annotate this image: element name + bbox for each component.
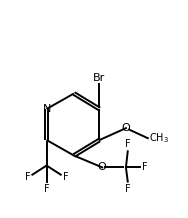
Text: F: F (125, 139, 130, 149)
Text: F: F (142, 162, 148, 172)
Text: O: O (122, 123, 130, 133)
Text: CH$_3$: CH$_3$ (149, 131, 169, 145)
Text: F: F (125, 184, 130, 194)
Text: F: F (24, 172, 30, 182)
Text: F: F (44, 184, 49, 194)
Text: F: F (63, 172, 69, 182)
Text: Br: Br (93, 73, 106, 83)
Text: N: N (42, 104, 51, 114)
Text: O: O (98, 162, 107, 172)
